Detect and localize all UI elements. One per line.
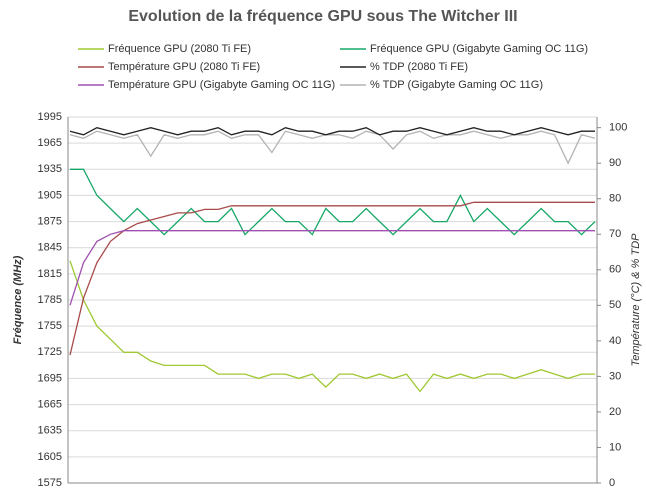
y-tick-label: 1575 [38,477,62,489]
y2-axis-title: Température (°C) & % TDP [630,233,642,367]
legend-label: Température GPU (2080 Ti FE) [108,61,260,73]
legend-label: Fréquence GPU (2080 Ti FE) [108,43,251,55]
y-tick-label: 1965 [38,137,62,149]
y-tick-label: 1815 [38,268,62,280]
y-tick-label: 1635 [38,425,62,437]
legend-label: Température GPU (Gigabyte Gaming OC 11G) [108,79,335,91]
y2-tick-label: 20 [609,406,621,418]
y-tick-label: 1905 [38,189,62,201]
legend-label: Fréquence GPU (Gigabyte Gaming OC 11G) [370,43,588,55]
y-axis-title: Fréquence (MHz) [12,255,24,344]
y2-tick-label: 10 [609,441,621,453]
legend-label: % TDP (Gigabyte Gaming OC 11G) [370,79,543,91]
y-tick-label: 1605 [38,451,62,463]
y2-tick-label: 70 [609,228,621,240]
y2-tick-label: 60 [609,264,621,276]
y2-tick-label: 50 [609,299,621,311]
y-tick-label: 1935 [38,163,62,175]
y-tick-label: 1725 [38,346,62,358]
y2-tick-label: 40 [609,335,621,347]
y-tick-label: 1875 [38,215,62,227]
y2-tick-label: 90 [609,157,621,169]
series-line [69,201,595,356]
legend-label: % TDP (2080 Ti FE) [370,61,468,73]
series-line [69,230,595,306]
y2-tick-label: 80 [609,193,621,205]
y-tick-label: 1845 [38,242,62,254]
y2-tick-label: 30 [609,370,621,382]
y2-tick-label: 100 [609,122,627,134]
y-tick-label: 1995 [38,111,62,123]
y-tick-label: 1695 [38,372,62,384]
y-tick-label: 1785 [38,294,62,306]
series-line [69,127,595,136]
y2-tick-label: 0 [609,477,615,489]
series-line [69,130,596,165]
y-tick-label: 1755 [38,320,62,332]
series-line [70,168,596,236]
chart-title: Evolution de la fréquence GPU sous The W… [128,8,517,25]
y-tick-label: 1665 [38,398,62,410]
series-line [69,260,595,393]
